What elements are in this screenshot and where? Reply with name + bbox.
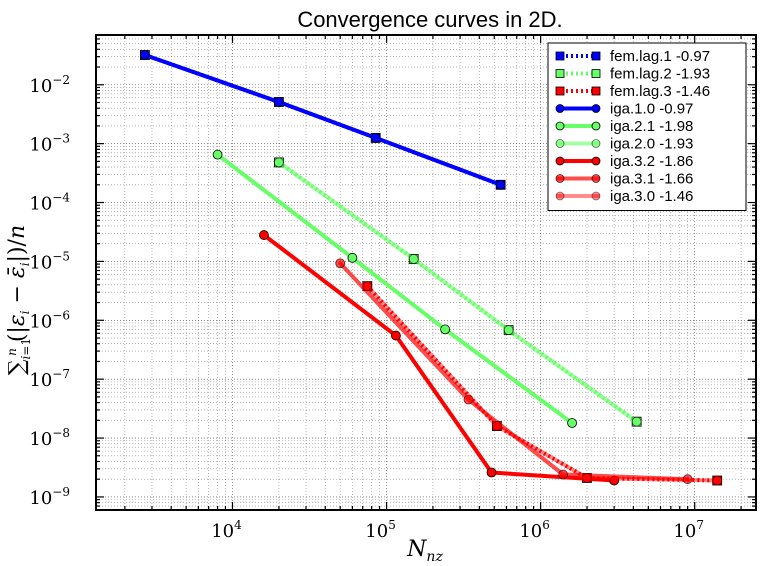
series-marker: [408, 254, 419, 264]
series-marker: [347, 252, 358, 263]
series-layer: [140, 50, 723, 486]
series-3: [362, 281, 723, 486]
series-line: [215, 152, 575, 425]
legend-entry: iga.3.2 -1.86: [555, 153, 693, 170]
y-tick-label: 10−6: [29, 308, 70, 332]
series-marker: [555, 86, 565, 96]
y-tick-label: 10−4: [29, 191, 70, 215]
x-tick-label: 105: [365, 518, 396, 542]
legend-entry: iga.1.0 -0.97: [555, 101, 693, 118]
legend-label: fem.lag.2 -1.93: [610, 66, 710, 83]
legend-entry: iga.3.1 -1.66: [555, 171, 693, 188]
tick-marks: [96, 34, 756, 511]
series-marker: [712, 475, 723, 486]
series-marker: [558, 469, 569, 480]
series-line: [142, 53, 503, 187]
series-6: [273, 157, 642, 427]
series-line: [365, 284, 720, 483]
y-tick-label: 10−3: [29, 132, 70, 156]
series-marker: [463, 394, 474, 405]
series-line: [262, 233, 617, 483]
legend-label: iga.2.1 -1.98: [610, 118, 693, 135]
series-marker: [491, 421, 502, 431]
series-marker: [495, 179, 506, 190]
y-tick-label: 10−2: [29, 73, 70, 97]
legend-entry: fem.lag.2 -1.93: [555, 66, 710, 83]
y-axis-label: ∑i=1n(|εi − ε̄i|)/n: [5, 225, 33, 375]
series-marker: [591, 174, 601, 183]
series-line: [276, 160, 639, 424]
series-marker: [682, 474, 693, 485]
series-line: [338, 261, 690, 482]
series-marker: [591, 121, 601, 131]
legend-label: iga.2.0 -1.93: [610, 136, 693, 153]
chart-title: Convergence curves in 2D.: [297, 7, 562, 32]
series-marker: [582, 473, 592, 483]
series-marker: [591, 86, 601, 96]
series-marker: [555, 156, 565, 166]
series-marker: [212, 149, 223, 160]
series-marker: [362, 281, 373, 292]
y-tick-label: 10−8: [29, 426, 70, 450]
series-marker: [503, 325, 514, 336]
legend-label: fem.lag.1 -0.97: [610, 48, 710, 65]
x-tick-label: 104: [211, 518, 242, 542]
series-marker: [486, 467, 497, 478]
series-marker: [370, 133, 381, 143]
series-marker: [567, 418, 577, 428]
series-marker: [712, 475, 723, 486]
series-marker: [555, 174, 565, 183]
x-tick-label: 106: [519, 518, 550, 542]
legend-label: iga.1.0 -0.97: [610, 101, 693, 118]
plot-frame: [95, 34, 757, 511]
series-marker: [391, 330, 401, 341]
legend-label: iga.3.1 -1.66: [610, 171, 693, 188]
series-marker: [335, 258, 346, 269]
series-marker: [591, 191, 601, 201]
legend-entry: fem.lag.3 -1.46: [555, 83, 710, 100]
legend-entry: iga.3.0 -1.46: [555, 188, 693, 205]
series-marker: [555, 121, 565, 131]
legend-entry: fem.lag.1 -0.97: [555, 48, 710, 65]
series-marker: [440, 324, 451, 335]
x-tick-label: 107: [673, 518, 704, 542]
series-marker: [555, 191, 565, 201]
legend-entry: iga.2.1 -1.98: [555, 118, 693, 135]
legend-label: fem.lag.3 -1.46: [610, 83, 710, 100]
svg-text:∑i=1n(|εi − ε̄i|)/n: ∑i=1n(|εi − ε̄i|)/n: [5, 225, 33, 375]
legend-label: iga.3.0 -1.46: [610, 188, 693, 205]
legend-entry: iga.2.0 -1.93: [555, 136, 693, 153]
x-tick-labels: 104 105 106 107: [211, 518, 704, 542]
series-marker: [259, 230, 269, 240]
series-line: [365, 284, 718, 483]
y-tick-label: 10−9: [29, 485, 70, 509]
y-tick-label: 10−5: [29, 249, 70, 273]
series-marker: [555, 69, 565, 78]
series-marker: [591, 139, 601, 148]
legend-label: iga.3.2 -1.86: [610, 153, 693, 170]
y-tick-labels: 10−2 10−3 10−4 10−5 10−6 10−7 10−8 10−9: [29, 73, 70, 509]
series-8: [335, 258, 693, 485]
series-marker: [555, 139, 565, 148]
series-5: [212, 149, 577, 428]
x-axis-label: Nnz: [406, 537, 443, 565]
series-marker: [591, 104, 601, 113]
series-9: [362, 281, 723, 486]
series-marker: [273, 97, 284, 107]
series-marker: [140, 50, 150, 60]
series-marker: [591, 156, 601, 166]
series-7: [259, 230, 620, 486]
series-marker: [631, 416, 642, 427]
series-marker: [555, 104, 565, 113]
series-marker: [555, 51, 565, 61]
series-marker: [273, 157, 284, 168]
y-tick-label: 10−7: [29, 367, 70, 391]
series-4: [140, 50, 506, 190]
series-marker: [591, 51, 601, 61]
series-marker: [591, 69, 601, 78]
